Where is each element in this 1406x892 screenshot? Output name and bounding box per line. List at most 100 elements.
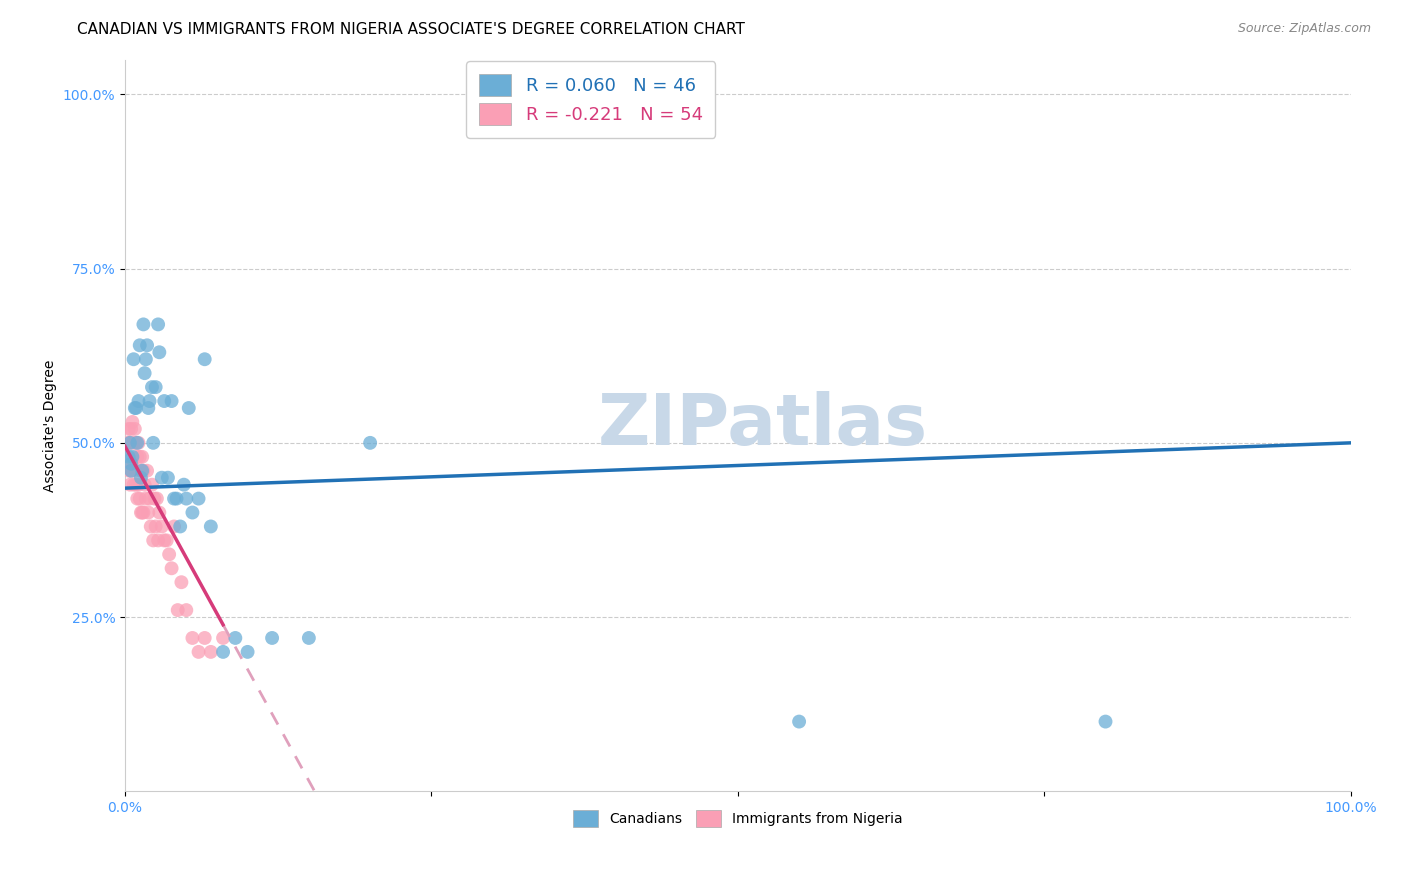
Point (141, 477, 163, 491)
Legend: Canadians, Immigrants from Nigeria: Canadians, Immigrants from Nigeria (565, 802, 911, 836)
Point (135, 352, 157, 367)
Point (121, 415, 143, 429)
Point (153, 533, 176, 548)
Point (236, 645, 259, 659)
Point (141, 380, 163, 394)
Point (125, 401, 148, 415)
Point (124, 464, 146, 478)
Point (146, 533, 169, 548)
Point (160, 394, 183, 409)
Point (153, 394, 176, 409)
Point (131, 450, 153, 464)
Point (156, 533, 179, 548)
Point (262, 631, 284, 645)
Point (131, 464, 153, 478)
Point (132, 506, 155, 520)
Point (169, 519, 191, 533)
Point (787, 714, 810, 729)
Point (163, 491, 186, 506)
Point (181, 631, 204, 645)
Point (156, 471, 179, 485)
Point (134, 477, 156, 491)
Point (120, 464, 142, 478)
Point (129, 506, 152, 520)
Point (129, 464, 152, 478)
Point (124, 422, 146, 436)
Point (138, 394, 160, 409)
Point (194, 352, 217, 367)
Point (1094, 714, 1116, 729)
Point (166, 603, 188, 617)
Point (118, 422, 141, 436)
Point (143, 491, 166, 506)
Point (359, 435, 381, 450)
Point (145, 380, 167, 394)
Point (127, 491, 149, 506)
Point (166, 491, 188, 506)
Point (128, 394, 150, 409)
Point (134, 366, 156, 380)
Point (128, 338, 150, 352)
Point (212, 631, 235, 645)
Point (125, 435, 148, 450)
Point (148, 506, 170, 520)
Point (146, 491, 169, 506)
Text: CANADIAN VS IMMIGRANTS FROM NIGERIA ASSOCIATE'S DEGREE CORRELATION CHART: CANADIAN VS IMMIGRANTS FROM NIGERIA ASSO… (77, 22, 745, 37)
Point (132, 464, 155, 478)
Point (136, 464, 159, 478)
Point (127, 435, 149, 450)
Point (127, 450, 149, 464)
Point (132, 318, 155, 332)
Point (120, 457, 142, 471)
Point (117, 435, 139, 450)
Point (122, 352, 145, 367)
Y-axis label: Associate's Degree: Associate's Degree (44, 359, 58, 491)
Point (148, 345, 170, 359)
Point (128, 491, 150, 506)
Text: ZIPatlas: ZIPatlas (598, 391, 928, 460)
Point (120, 422, 142, 436)
Point (121, 450, 143, 464)
Point (139, 519, 162, 533)
Point (136, 401, 159, 415)
Point (157, 547, 180, 561)
Point (136, 338, 159, 352)
Point (150, 471, 173, 485)
Point (173, 477, 195, 491)
Point (194, 631, 217, 645)
Point (142, 533, 165, 548)
Point (187, 491, 209, 506)
Point (118, 435, 141, 450)
Point (131, 506, 153, 520)
Point (118, 464, 141, 478)
Point (128, 435, 150, 450)
Point (138, 491, 160, 506)
Point (128, 477, 150, 491)
Point (176, 491, 198, 506)
Point (118, 435, 141, 450)
Point (181, 506, 204, 520)
Point (125, 477, 148, 491)
Text: Source: ZipAtlas.com: Source: ZipAtlas.com (1237, 22, 1371, 36)
Point (136, 506, 159, 520)
Point (122, 435, 145, 450)
Point (160, 561, 183, 575)
Point (163, 519, 186, 533)
Point (135, 491, 157, 506)
Point (122, 477, 145, 491)
Point (118, 450, 141, 464)
Point (187, 645, 209, 659)
Point (121, 457, 143, 471)
Point (298, 631, 321, 645)
Point (177, 401, 200, 415)
Point (142, 435, 165, 450)
Point (129, 471, 152, 485)
Point (212, 645, 235, 659)
Point (170, 575, 193, 590)
Point (200, 645, 222, 659)
Point (200, 519, 222, 533)
Point (145, 519, 167, 533)
Point (146, 318, 169, 332)
Point (124, 401, 146, 415)
Point (118, 477, 141, 491)
